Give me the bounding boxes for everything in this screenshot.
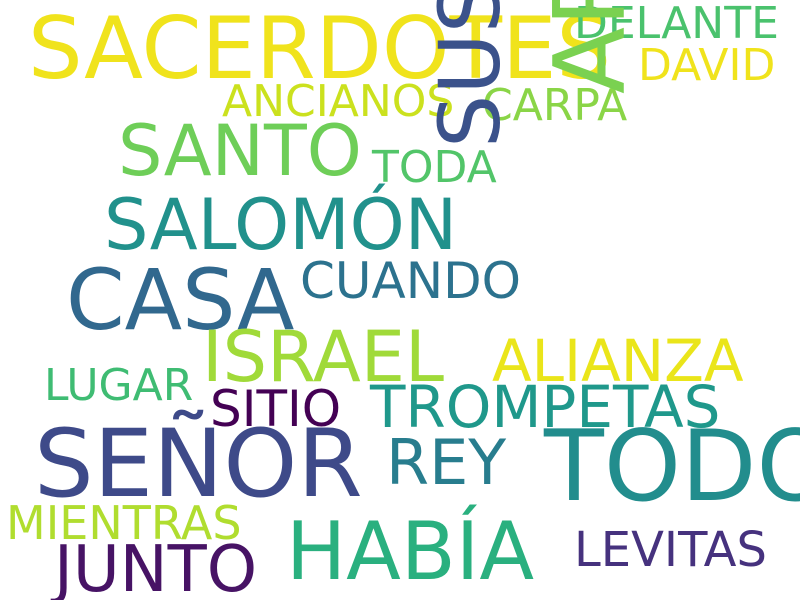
word-israelitas: ISRAELITAS bbox=[0, 0, 8, 112]
word-casa: CASA bbox=[66, 251, 295, 349]
word-alianza: ALIANZA bbox=[492, 327, 744, 395]
word-sitio: SITIO bbox=[210, 380, 342, 438]
word-arca: ARCA bbox=[534, 0, 648, 94]
word-toda: TODA bbox=[372, 142, 497, 193]
word-santo: SANTO bbox=[118, 110, 362, 192]
word-david: DAVID bbox=[638, 40, 776, 91]
word-carpa: CARPA bbox=[482, 80, 628, 131]
word-mientras: MIENTRAS bbox=[6, 496, 242, 550]
word-lugar: LUGAR bbox=[44, 360, 194, 411]
word-salomon: SALOMÓN bbox=[104, 184, 458, 266]
word-israel: ISRAEL bbox=[202, 316, 444, 398]
word-cuando: CUANDO bbox=[300, 252, 521, 310]
word-ancianos: ANCIANOS bbox=[222, 76, 455, 127]
word-rey: REY bbox=[386, 426, 507, 499]
word-sacerdotes: SACERDOTES bbox=[28, 0, 612, 99]
word-levitas: LEVITAS bbox=[574, 522, 767, 578]
word-junto: JUNTO bbox=[54, 533, 258, 600]
word-sus: SUS bbox=[421, 0, 519, 148]
word-todo: TODO bbox=[544, 410, 800, 524]
word-delante: DELANTE bbox=[574, 0, 779, 49]
word-habia: HABÍA bbox=[286, 505, 535, 598]
word-trompetas: TROMPETAS bbox=[370, 373, 721, 441]
word-senor: SEÑOR bbox=[34, 410, 363, 519]
